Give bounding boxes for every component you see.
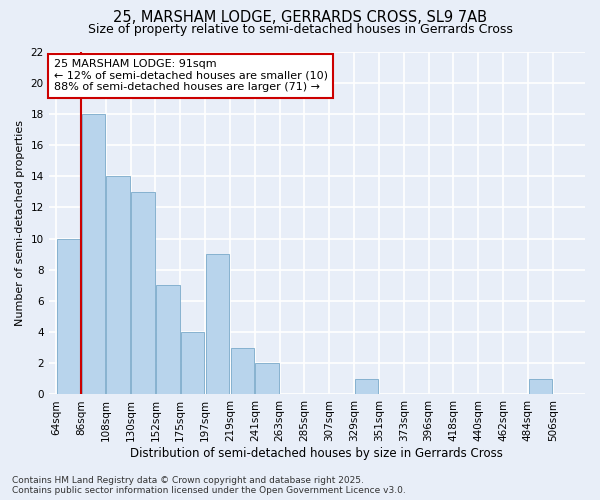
Y-axis label: Number of semi-detached properties: Number of semi-detached properties xyxy=(15,120,25,326)
Bar xyxy=(230,348,254,395)
Bar xyxy=(181,332,205,394)
Bar xyxy=(156,286,179,395)
Bar xyxy=(355,379,378,394)
Bar xyxy=(106,176,130,394)
Bar xyxy=(256,364,279,394)
Bar xyxy=(82,114,105,394)
Text: 25 MARSHAM LODGE: 91sqm
← 12% of semi-detached houses are smaller (10)
88% of se: 25 MARSHAM LODGE: 91sqm ← 12% of semi-de… xyxy=(53,60,328,92)
X-axis label: Distribution of semi-detached houses by size in Gerrards Cross: Distribution of semi-detached houses by … xyxy=(130,447,503,460)
Bar xyxy=(529,379,552,394)
Bar xyxy=(206,254,229,394)
Text: Contains HM Land Registry data © Crown copyright and database right 2025.
Contai: Contains HM Land Registry data © Crown c… xyxy=(12,476,406,495)
Text: Size of property relative to semi-detached houses in Gerrards Cross: Size of property relative to semi-detach… xyxy=(88,22,512,36)
Text: 25, MARSHAM LODGE, GERRARDS CROSS, SL9 7AB: 25, MARSHAM LODGE, GERRARDS CROSS, SL9 7… xyxy=(113,10,487,25)
Bar xyxy=(131,192,155,394)
Bar xyxy=(57,238,80,394)
